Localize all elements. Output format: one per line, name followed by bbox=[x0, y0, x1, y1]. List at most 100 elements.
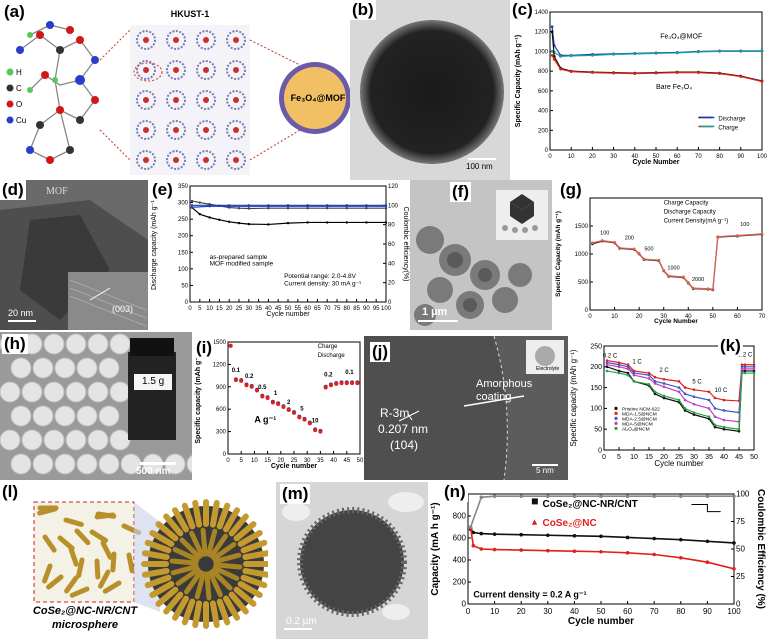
lattice-node bbox=[166, 60, 186, 80]
rate-label: 5 bbox=[300, 407, 304, 413]
legend-as-prepared: as-prepared sample bbox=[210, 254, 268, 261]
nanorod bbox=[223, 507, 240, 533]
y-tick-label: 350 bbox=[178, 184, 189, 190]
nanorod bbox=[216, 598, 231, 626]
x-axis-label: Cycle number bbox=[266, 311, 310, 318]
y-tick-label: 900 bbox=[216, 385, 227, 391]
data-point bbox=[546, 548, 550, 553]
x-tick-label: 80 bbox=[716, 154, 723, 160]
legend-H: H bbox=[16, 68, 22, 77]
data-point bbox=[334, 381, 339, 386]
data-point bbox=[519, 532, 523, 537]
lattice-center bbox=[143, 157, 149, 163]
nanorod bbox=[100, 540, 113, 560]
y-tick-label: 1500 bbox=[213, 340, 227, 346]
data-point bbox=[752, 363, 756, 367]
data-point bbox=[326, 207, 329, 210]
rate-label: 0.2 C bbox=[738, 352, 753, 358]
y-tick-label: 0 bbox=[598, 447, 602, 454]
data-point bbox=[707, 407, 711, 410]
x-tick-label: 95 bbox=[373, 306, 380, 312]
data-point bbox=[286, 407, 291, 412]
legend-label: Discharge bbox=[718, 116, 746, 122]
annotation-bare: Bare Fe₃O₄ bbox=[656, 84, 692, 91]
data-point bbox=[546, 494, 550, 498]
data-point bbox=[657, 258, 661, 262]
hrtem-d bbox=[0, 200, 148, 330]
y2-tick-label: 25 bbox=[736, 572, 745, 581]
data-point bbox=[355, 381, 360, 386]
legend-current-density: Current Density(mA g⁻¹) bbox=[664, 219, 729, 225]
panel-label-f: (f) bbox=[450, 182, 471, 202]
data-point bbox=[686, 281, 690, 284]
y-tick-label: 1000 bbox=[535, 49, 549, 55]
data-point bbox=[306, 221, 309, 224]
data-point bbox=[679, 537, 683, 542]
microsphere-particle bbox=[87, 333, 109, 355]
x-tick-label: 0 bbox=[226, 458, 230, 464]
x-tick-label: 40 bbox=[631, 154, 638, 160]
x-tick-label: 15 bbox=[264, 458, 271, 464]
y2-tick-label: 75 bbox=[736, 517, 745, 526]
data-point bbox=[350, 381, 355, 386]
rate-label: 0.1 bbox=[345, 370, 354, 376]
data-point bbox=[255, 388, 260, 393]
data-point bbox=[247, 205, 250, 208]
legend-mof: MOF modified sample bbox=[210, 261, 274, 268]
data-point bbox=[626, 367, 630, 371]
x-tick-label: 35 bbox=[705, 454, 713, 461]
x-tick-label: 20 bbox=[277, 458, 284, 464]
data-point bbox=[519, 494, 523, 498]
y-tick-label: 50 bbox=[594, 427, 602, 434]
x-tick-label: 100 bbox=[381, 306, 392, 312]
panel-label-h: (h) bbox=[2, 334, 28, 354]
nanorod bbox=[223, 595, 240, 621]
lattice-node bbox=[136, 150, 156, 170]
data-point bbox=[572, 494, 577, 498]
legend-label: Al₂O₃@NCM bbox=[622, 426, 650, 432]
data-point bbox=[492, 547, 497, 552]
lattice-node bbox=[226, 90, 246, 110]
data-point bbox=[267, 207, 270, 210]
data-point bbox=[326, 221, 329, 224]
nanorod bbox=[172, 507, 189, 533]
nanorod bbox=[102, 580, 122, 594]
data-point bbox=[302, 417, 307, 422]
nanorod bbox=[163, 513, 184, 537]
data-point bbox=[313, 428, 318, 433]
nanorod bbox=[76, 557, 85, 579]
x-tick-label: 70 bbox=[324, 306, 331, 312]
x-tick-label: 0 bbox=[188, 306, 192, 312]
data-point bbox=[519, 548, 523, 552]
data-point bbox=[612, 52, 615, 56]
nanorod bbox=[212, 565, 240, 581]
rate-label: 2000 bbox=[692, 277, 704, 283]
data-point bbox=[228, 343, 233, 348]
x-tick-label: 85 bbox=[353, 306, 360, 312]
panel-c: (c) 0 10 20 30 40 50 60 70 80 90 100 0 200 400 600 800 1… bbox=[510, 0, 768, 180]
x-tick-label: 50 bbox=[597, 607, 606, 616]
data-point bbox=[692, 402, 696, 406]
data-point bbox=[599, 494, 603, 498]
microsphere-particle bbox=[0, 381, 21, 403]
data-point bbox=[198, 212, 201, 216]
data-point bbox=[707, 398, 711, 402]
y-tick-label: 0 bbox=[545, 148, 549, 154]
data-point bbox=[471, 543, 476, 548]
rate-label: 200 bbox=[625, 235, 634, 241]
data-point bbox=[208, 205, 211, 208]
data-point bbox=[323, 385, 328, 390]
panel-label-c: (c) bbox=[510, 0, 535, 20]
data-point bbox=[228, 220, 231, 223]
lattice-center bbox=[173, 37, 179, 43]
data-point bbox=[683, 409, 687, 412]
lattice-center bbox=[203, 157, 209, 163]
arrow-to-ce bbox=[691, 503, 721, 513]
rate-label: 2 C bbox=[659, 368, 669, 374]
data-point bbox=[572, 534, 577, 538]
data-point bbox=[722, 425, 726, 429]
data-point bbox=[233, 378, 238, 383]
x-tick-label: 10 bbox=[568, 154, 575, 160]
rate-label: 0.1 bbox=[232, 368, 241, 374]
data-point bbox=[569, 54, 573, 58]
